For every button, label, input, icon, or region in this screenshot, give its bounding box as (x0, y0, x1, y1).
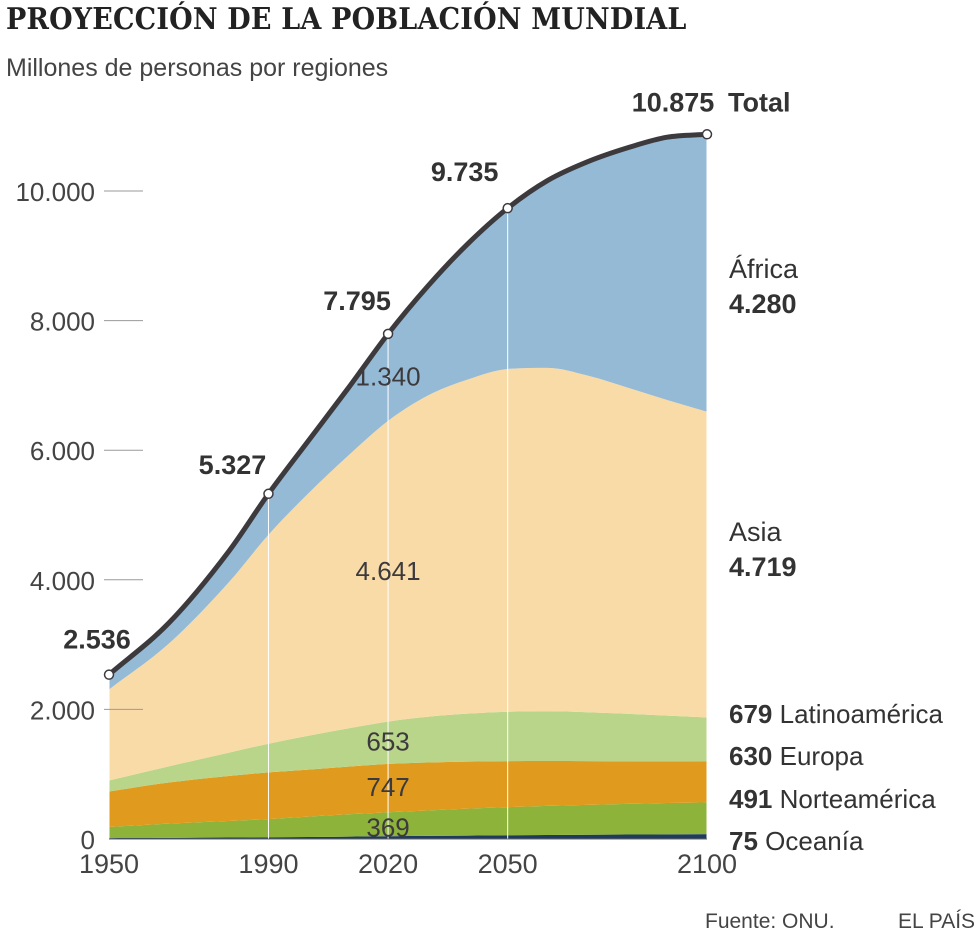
x-tick-label-2020: 2020 (358, 849, 418, 879)
inner-label-europa: 747 (366, 772, 409, 802)
area-asia (109, 367, 707, 781)
end-label-name-asia: Asia (729, 517, 783, 547)
area-europa (109, 760, 707, 828)
source-note: Fuente: ONU. (705, 910, 835, 933)
x-tick-label-2050: 2050 (478, 849, 538, 879)
total-label-2100: 10.875 (632, 87, 715, 117)
inner-label-africa: 1.340 (356, 361, 421, 391)
area-oceania (109, 834, 707, 839)
end-label-name-africa: África (729, 254, 799, 284)
area-latinoamerica (109, 711, 707, 792)
y-tick-label: 6.000 (30, 436, 95, 466)
total-end-label: Total (728, 87, 791, 117)
x-tick-label-1990: 1990 (238, 849, 298, 879)
chart-title: PROYECCIÓN DE LA POBLACIÓN MUNDIAL (6, 2, 687, 37)
x-tick-label-2100: 2100 (677, 849, 737, 879)
chart-subtitle: Millones de personas por regiones (6, 54, 389, 82)
end-label-name-norteamerica: Norteamérica (772, 784, 936, 814)
inner-label-asia: 4.641 (356, 556, 421, 586)
end-label-name-oceania: Oceanía (758, 826, 864, 856)
area-norteamerica (109, 802, 707, 839)
y-tick-label: 4.000 (30, 566, 95, 596)
inner-label-latinoamerica: 653 (366, 727, 409, 757)
total-label-2020: 7.795 (323, 286, 391, 316)
total-marker-2050 (502, 202, 513, 214)
y-tick-label: 8.000 (30, 307, 95, 337)
total-marker-2020 (382, 328, 394, 340)
end-label-value-africa: 4.280 (729, 289, 797, 319)
total-label-2050: 9.735 (431, 157, 499, 187)
area-africa (109, 134, 707, 690)
inner-label-norteamerica: 369 (366, 812, 409, 842)
end-label-value-oceania: 75 (729, 826, 758, 856)
y-tick-label: 10.000 (15, 177, 95, 207)
end-label-name-latinoamerica: Latinoamérica (772, 699, 943, 729)
end-label-value-latinoamerica: 679 (729, 699, 772, 729)
end-label-norteamerica: 491 Norteamérica (729, 784, 936, 814)
end-label-latinoamerica: 679 Latinoamérica (729, 699, 943, 729)
end-label-value-asia: 4.719 (729, 552, 797, 582)
end-label-value-norteamerica: 491 (729, 784, 772, 814)
total-line (106, 131, 710, 678)
end-label-europa: 630 Europa (729, 741, 864, 771)
end-label-name-europa: Europa (772, 741, 864, 771)
total-label-1950: 2.536 (63, 625, 131, 655)
y-tick-label: 0 (81, 825, 95, 855)
end-label-oceania: 75 Oceanía (729, 826, 864, 856)
total-label-1990: 5.327 (199, 450, 267, 480)
x-tick-label-1950: 1950 (79, 849, 139, 879)
total-marker-1950 (103, 669, 115, 680)
end-label-value-europa: 630 (729, 741, 772, 771)
y-tick-label: 2.000 (30, 695, 95, 725)
total-marker-1990 (263, 488, 274, 500)
brand-logo-text: EL PAÍS (898, 910, 976, 933)
total-marker-2100 (701, 129, 713, 140)
